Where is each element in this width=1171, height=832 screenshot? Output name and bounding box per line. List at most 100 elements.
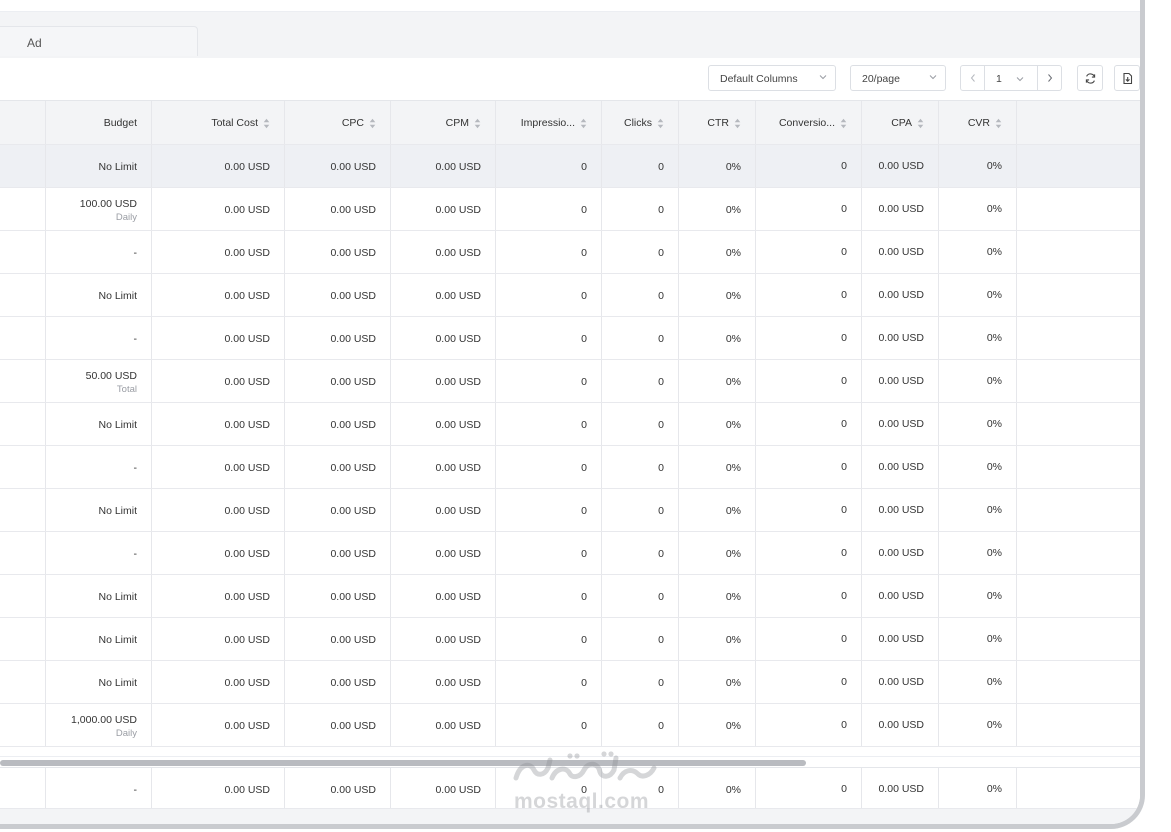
table-row[interactable]: No Limit 0.00 USD 0.00 USD 0.00 USD 0 0 0% 0 0.0… xyxy=(0,145,1140,188)
ctr-cell: 0% xyxy=(679,145,756,187)
table-cell xyxy=(0,145,46,187)
budget-cell: - xyxy=(46,446,152,488)
table-row[interactable]: No Limit 0.00 USD 0.00 USD 0.00 USD 0 0 0% 0 0.0… xyxy=(0,575,1140,618)
header-label-wrap: CPM xyxy=(446,117,481,129)
clicks-cell: 0 xyxy=(602,575,679,617)
header-cell-cpc[interactable]: CPC xyxy=(285,101,391,144)
chevron-down-icon[interactable] xyxy=(1016,74,1024,98)
clicks-value: 0 xyxy=(658,247,664,259)
header-cell-total-cost[interactable]: Total Cost xyxy=(152,101,285,144)
table-cell xyxy=(0,317,46,359)
header-cell-cpm[interactable]: CPM xyxy=(391,101,496,144)
cpm-cell: 0.00 USD xyxy=(391,532,496,574)
table-cell xyxy=(0,768,46,808)
cpm-value: 0.00 USD xyxy=(435,591,481,603)
header-label: CVR xyxy=(967,117,990,129)
cvr-value: 0% xyxy=(986,783,1002,795)
cpm-cell: 0.00 USD xyxy=(391,618,496,660)
sort-icon[interactable] xyxy=(580,118,587,129)
total-cost-cell: 0.00 USD xyxy=(152,403,285,445)
header-cell-cpa[interactable]: CPA xyxy=(862,101,939,144)
cpc-value: 0.00 USD xyxy=(330,247,376,259)
header-cell-impressions[interactable]: Impressio... xyxy=(496,101,602,144)
impressions-cell: 0 xyxy=(496,661,602,703)
clicks-value: 0 xyxy=(658,784,664,796)
horizontal-scrollbar[interactable] xyxy=(0,756,1140,768)
conversions-value: 0 xyxy=(841,719,847,731)
clicks-value: 0 xyxy=(658,419,664,431)
scrollbar-thumb[interactable] xyxy=(0,760,806,766)
impressions-cell: 0 xyxy=(496,274,602,316)
table-row[interactable]: - 0.00 USD 0.00 USD 0.00 USD 0 0 0% 0 0.00 USD 0% xyxy=(0,446,1140,489)
clicks-cell: 0 xyxy=(602,231,679,273)
cpc-value: 0.00 USD xyxy=(330,290,376,302)
tab-ad[interactable]: Ad xyxy=(0,26,198,56)
table-row[interactable]: - 0.00 USD 0.00 USD 0.00 USD 0 0 0% 0 0.00 USD 0% xyxy=(0,532,1140,575)
conversions-value: 0 xyxy=(841,547,847,559)
sort-icon[interactable] xyxy=(657,118,664,129)
current-page[interactable]: 1 xyxy=(996,73,1002,85)
cvr-value: 0% xyxy=(986,289,1002,301)
cvr-value: 0% xyxy=(986,719,1002,731)
budget-value: - xyxy=(133,784,138,796)
sort-icon[interactable] xyxy=(917,118,924,129)
table-row[interactable]: 1,000.00 USD Daily 0.00 USD 0.00 USD 0.00 US… xyxy=(0,704,1140,747)
header-cell-budget[interactable]: Budget xyxy=(46,101,152,144)
cvr-value: 0% xyxy=(986,504,1002,516)
cpa-value: 0.00 USD xyxy=(878,547,924,559)
impressions-value: 0 xyxy=(581,591,587,603)
header-label: Impressio... xyxy=(520,117,575,129)
cpc-cell: 0.00 USD xyxy=(285,704,391,746)
columns-select-value: Default Columns xyxy=(720,73,798,85)
clicks-value: 0 xyxy=(658,634,664,646)
clicks-value: 0 xyxy=(658,462,664,474)
cpc-cell: 0.00 USD xyxy=(285,489,391,531)
export-button[interactable] xyxy=(1114,65,1140,91)
refresh-button[interactable] xyxy=(1077,65,1103,91)
clicks-cell: 0 xyxy=(602,446,679,488)
cpc-cell: 0.00 USD xyxy=(285,188,391,230)
sort-icon[interactable] xyxy=(840,118,847,129)
header-label-wrap: CPC xyxy=(342,117,376,129)
top-strip xyxy=(0,0,1140,12)
cpa-cell: 0.00 USD xyxy=(862,145,939,187)
table-cell xyxy=(0,231,46,273)
ctr-value: 0% xyxy=(725,548,741,560)
budget-value: No Limit xyxy=(98,290,137,302)
cpa-value: 0.00 USD xyxy=(878,160,924,172)
prev-page-button[interactable] xyxy=(961,66,985,90)
table-row[interactable]: 100.00 USD Daily 0.00 USD 0.00 USD 0.00 USD 0… xyxy=(0,188,1140,231)
header-cell-conversions[interactable]: Conversio... xyxy=(756,101,862,144)
cvr-value: 0% xyxy=(986,418,1002,430)
table-row[interactable]: No Limit 0.00 USD 0.00 USD 0.00 USD 0 0 0% 0 0.0… xyxy=(0,489,1140,532)
budget-cell: 1,000.00 USD Daily xyxy=(46,704,152,746)
header-cell-ctr[interactable]: CTR xyxy=(679,101,756,144)
total-cost-value: 0.00 USD xyxy=(224,505,270,517)
ctr-value: 0% xyxy=(725,462,741,474)
table-cell xyxy=(0,618,46,660)
next-page-button[interactable] xyxy=(1037,66,1061,90)
sort-icon[interactable] xyxy=(263,118,270,129)
table-cell xyxy=(0,188,46,230)
sort-icon[interactable] xyxy=(369,118,376,129)
table-row[interactable]: No Limit 0.00 USD 0.00 USD 0.00 USD 0 0 0% 0 0.0… xyxy=(0,618,1140,661)
budget-cell: No Limit xyxy=(46,489,152,531)
sort-icon[interactable] xyxy=(474,118,481,129)
sort-icon[interactable] xyxy=(734,118,741,129)
clicks-value: 0 xyxy=(658,720,664,732)
header-cell-cvr[interactable]: CVR xyxy=(939,101,1017,144)
table-row[interactable]: No Limit 0.00 USD 0.00 USD 0.00 USD 0 0 0% 0 0.0… xyxy=(0,274,1140,317)
table-row[interactable]: No Limit 0.00 USD 0.00 USD 0.00 USD 0 0 0% 0 0.0… xyxy=(0,661,1140,704)
cpm-cell: 0.00 USD xyxy=(391,188,496,230)
columns-select[interactable]: Default Columns xyxy=(708,65,836,91)
page-size-select[interactable]: 20/page xyxy=(850,65,946,91)
table-row[interactable]: No Limit 0.00 USD 0.00 USD 0.00 USD 0 0 0% 0 0.0… xyxy=(0,403,1140,446)
budget-value: - xyxy=(133,548,138,560)
table-row[interactable]: - 0.00 USD 0.00 USD 0.00 USD 0 0 0% 0 0.00 USD 0% xyxy=(0,231,1140,274)
header-cell-clicks[interactable]: Clicks xyxy=(602,101,679,144)
header-label: CPC xyxy=(341,117,364,129)
table-row[interactable]: 50.00 USD Total 0.00 USD 0.00 USD 0.00 USD 0 0… xyxy=(0,360,1140,403)
table-row[interactable]: - 0.00 USD 0.00 USD 0.00 USD 0 0 0% 0 0.00 USD 0% xyxy=(0,317,1140,360)
ctr-value: 0% xyxy=(725,376,741,388)
sort-icon[interactable] xyxy=(995,118,1002,129)
